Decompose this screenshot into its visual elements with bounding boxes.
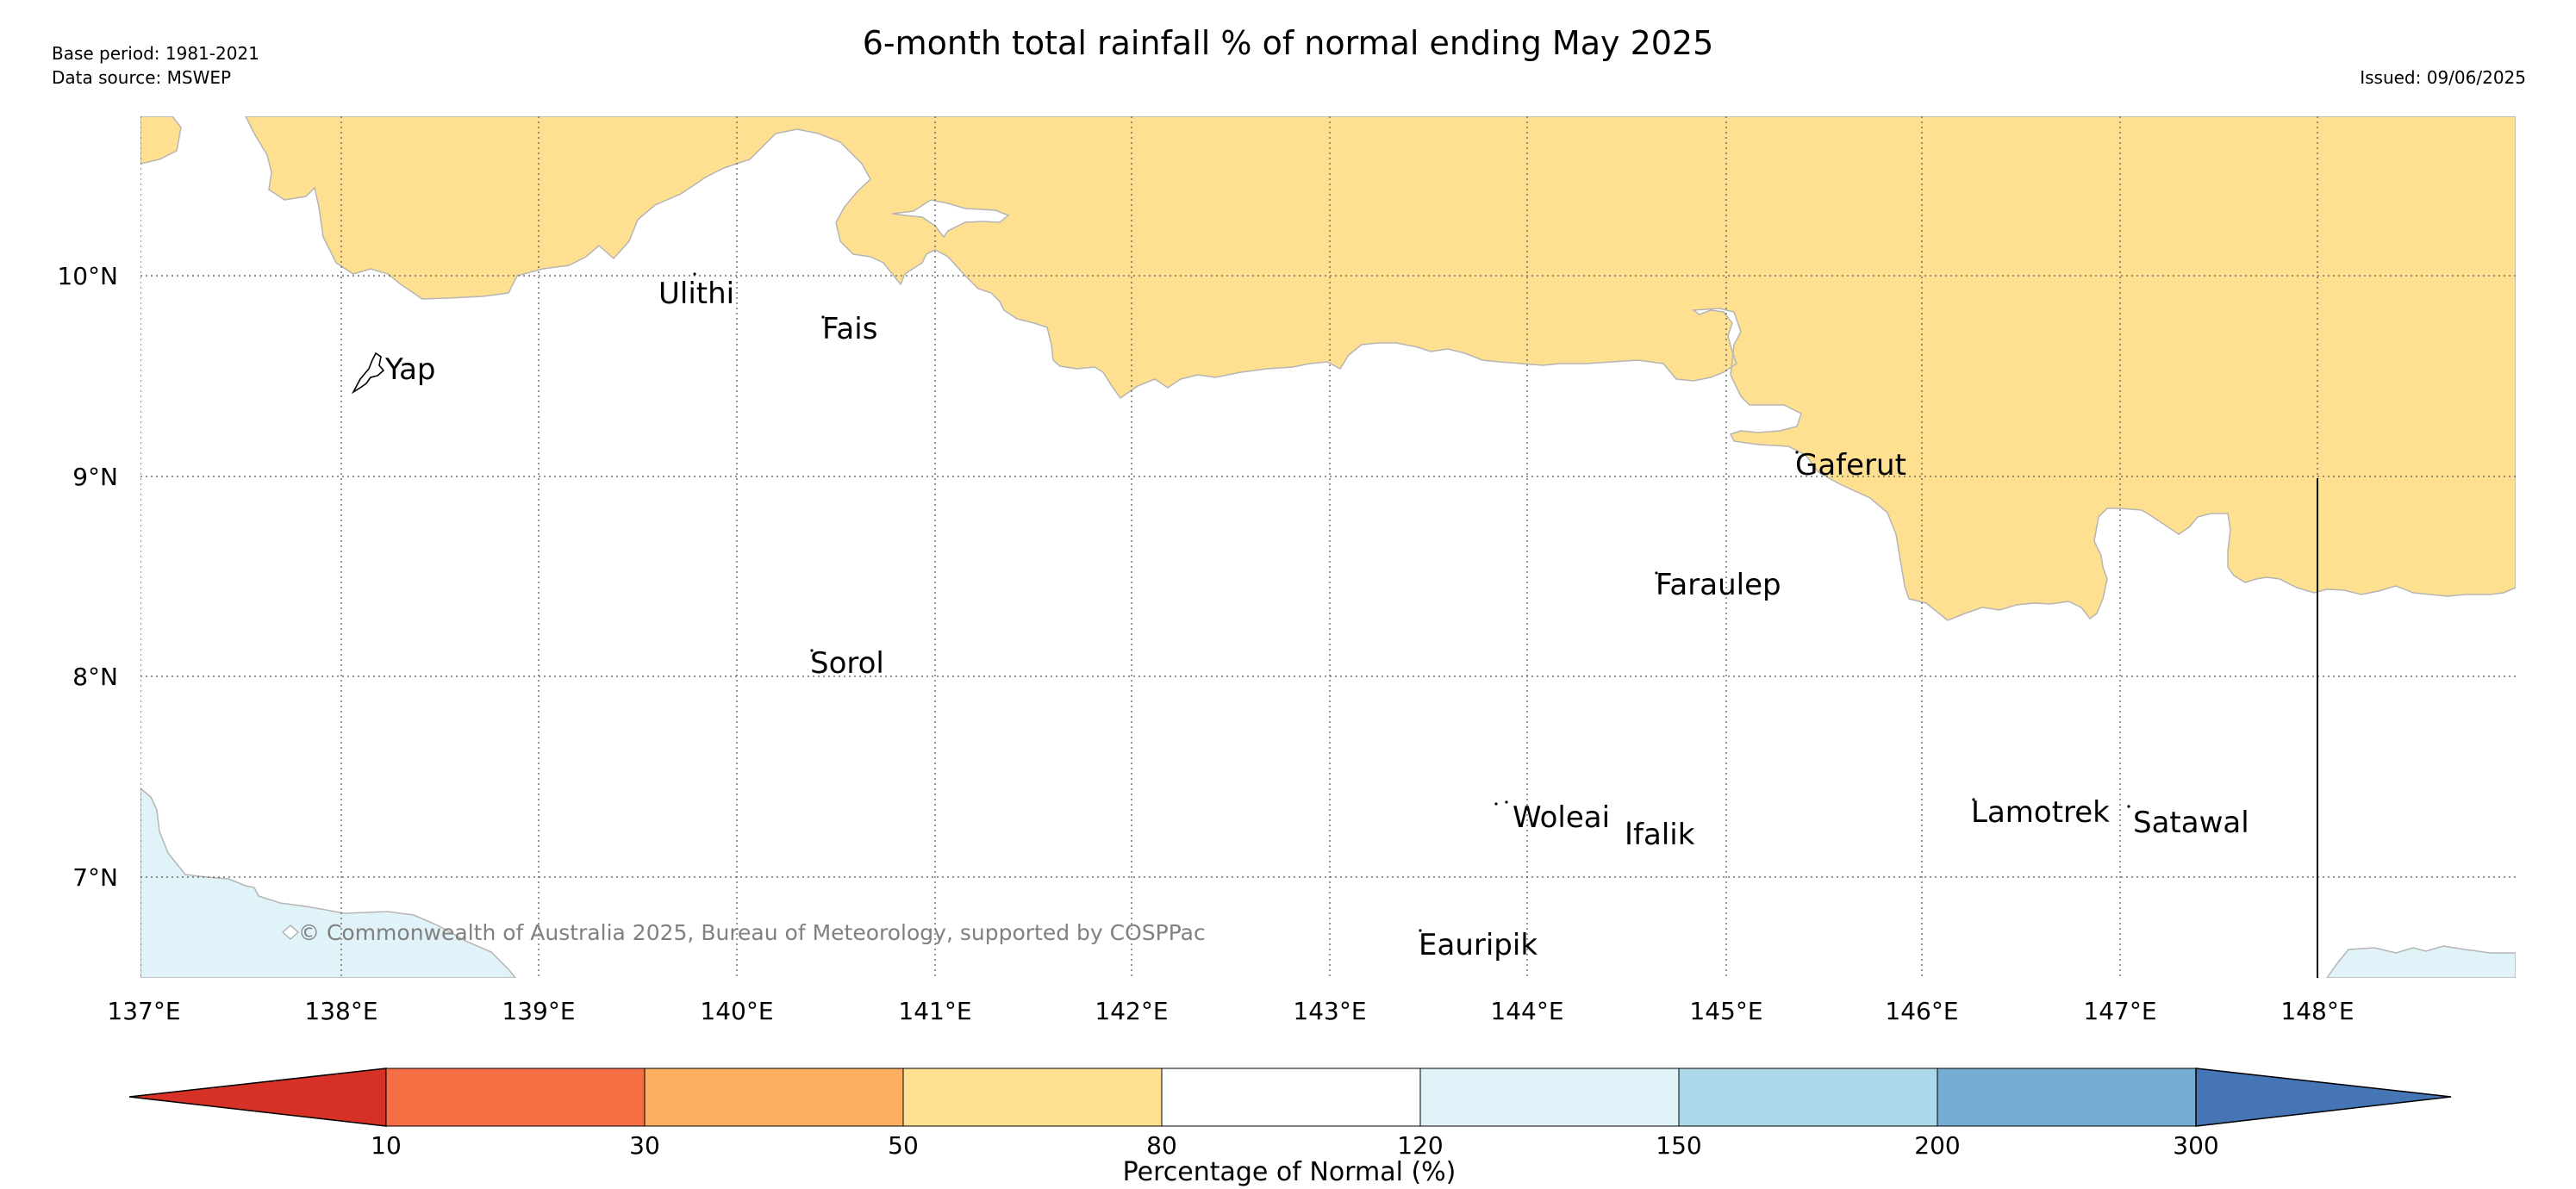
- data-source-note: Data source: MSWEP: [52, 67, 232, 88]
- colorbar-tick-50: 50: [888, 1131, 919, 1160]
- colorbar-tick-300: 300: [2173, 1131, 2218, 1160]
- atoll-markers: [693, 272, 2130, 932]
- above-normal-region-southeast: [2326, 945, 2516, 978]
- lat-label-7n: 7°N: [72, 863, 118, 892]
- place-label-lamotrek: Lamotrek: [1971, 795, 2110, 830]
- base-period-note: Base period: 1981-2021: [52, 43, 259, 64]
- place-label-sorol: Sorol: [810, 646, 884, 681]
- copyright-note: © Commonwealth of Australia 2025, Bureau…: [298, 920, 1206, 945]
- colorbar-swatch-above-300: [2195, 1068, 2452, 1127]
- yap-island: [351, 352, 385, 395]
- below-normal-region-west: [140, 116, 182, 165]
- latitude-labels: 10°N 9°N 8°N 7°N: [57, 262, 118, 892]
- colorbar-swatch-10-30: [385, 1068, 646, 1127]
- colorbar-tick-30: 30: [629, 1131, 660, 1160]
- colorbar-swatch-120-150: [1419, 1068, 1680, 1127]
- lon-label-147e: 147°E: [2083, 997, 2156, 1025]
- colorbar-swatch-150-200: [1678, 1068, 1938, 1127]
- lon-label-140e: 140°E: [700, 997, 773, 1025]
- colorbar: 10 30 50 80 120 150 200 300 Percentage o…: [128, 1068, 2452, 1187]
- place-label-fais: Fais: [822, 312, 877, 346]
- colorbar-swatch-30-50: [644, 1068, 904, 1127]
- map-title: 6-month total rainfall % of normal endin…: [862, 24, 1714, 62]
- map-panel: Yap Ulithi Fais Gaferut Faraulep Sorol W…: [140, 116, 2516, 978]
- lon-label-141e: 141°E: [898, 997, 971, 1025]
- colorbar-tick-10: 10: [371, 1131, 402, 1160]
- colorbar-tick-200: 200: [1914, 1131, 1960, 1160]
- colorbar-swatch-below-10: [128, 1068, 387, 1127]
- normal-pocket: [891, 199, 1010, 239]
- lon-label-142e: 142°E: [1095, 997, 1168, 1025]
- place-label-faraulep: Faraulep: [1656, 568, 1781, 602]
- lon-label-138e: 138°E: [304, 997, 377, 1025]
- lon-label-148e: 148°E: [2280, 997, 2354, 1025]
- colorbar-swatch-80-120: [1161, 1068, 1421, 1127]
- lon-label-137e: 137°E: [107, 997, 180, 1025]
- lon-label-139e: 139°E: [502, 997, 575, 1025]
- lon-label-143e: 143°E: [1293, 997, 1366, 1025]
- lat-label-8n: 8°N: [72, 663, 118, 691]
- longitude-labels: 137°E 138°E 139°E 140°E 141°E 142°E 143°…: [107, 997, 2354, 1025]
- place-label-yap: Yap: [384, 352, 436, 387]
- colorbar-tick-120: 120: [1397, 1131, 1443, 1160]
- colorbar-swatch-200-300: [1937, 1068, 2197, 1127]
- lon-label-146e: 146°E: [1885, 997, 1958, 1025]
- issued-date: Issued: 09/06/2025: [2360, 67, 2526, 88]
- bom-logo-icon: [282, 924, 299, 940]
- place-label-eauripik: Eauripik: [1419, 928, 1537, 962]
- above-normal-region-southwest: [140, 787, 516, 978]
- colorbar-tick-150: 150: [1656, 1131, 1701, 1160]
- place-label-gaferut: Gaferut: [1795, 448, 1906, 482]
- colorbar-title: Percentage of Normal (%): [1123, 1157, 1456, 1187]
- place-label-woleai: Woleai: [1513, 800, 1610, 835]
- lat-label-9n: 9°N: [72, 463, 118, 491]
- colorbar-swatch-50-80: [902, 1068, 1163, 1127]
- colorbar-tick-80: 80: [1146, 1131, 1177, 1160]
- lon-label-144e: 144°E: [1490, 997, 1563, 1025]
- lon-label-145e: 145°E: [1689, 997, 1762, 1025]
- lat-label-10n: 10°N: [57, 262, 118, 290]
- place-label-satawal: Satawal: [2133, 806, 2249, 840]
- graticule: [140, 116, 2516, 978]
- below-normal-region-main: [245, 116, 2516, 621]
- place-label-ifalik: Ifalik: [1625, 818, 1695, 852]
- place-label-ulithi: Ulithi: [658, 277, 734, 311]
